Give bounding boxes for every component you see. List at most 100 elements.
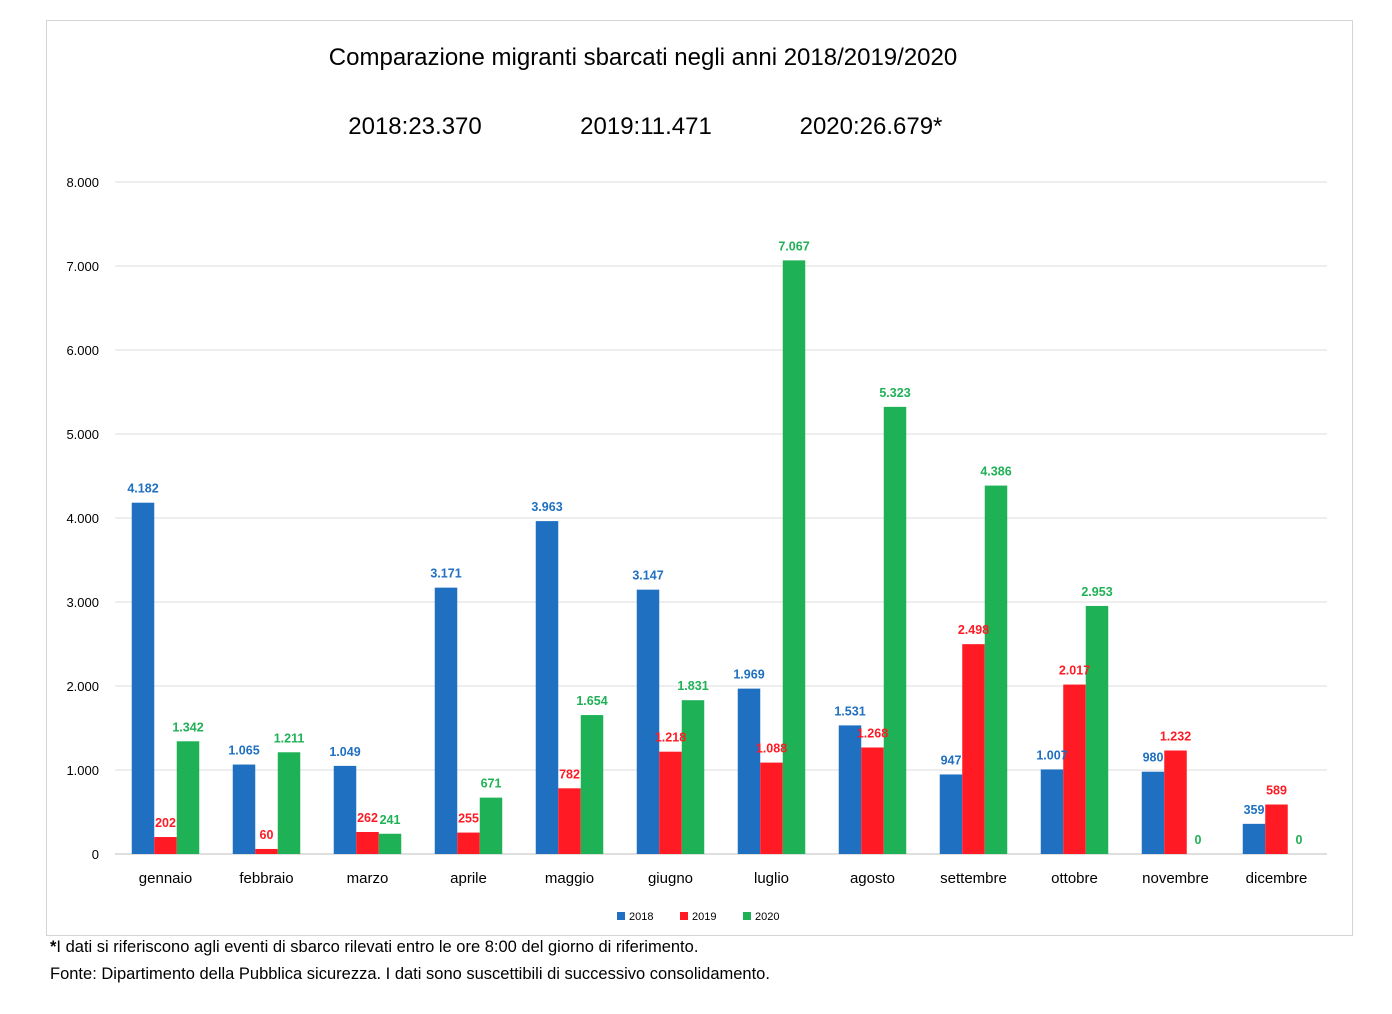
data-label: 2.498	[958, 623, 989, 637]
bar	[1063, 684, 1086, 854]
y-tick-label: 8.000	[66, 175, 99, 190]
data-label: 980	[1143, 751, 1164, 765]
total-2020: 2020:26.679*	[800, 113, 943, 140]
legend-label: 2018	[629, 911, 653, 923]
total-2018: 2018:23.370	[348, 113, 481, 140]
data-label: 1.049	[329, 745, 360, 759]
bar	[760, 762, 783, 854]
footnote-text: I dati si riferiscono agli eventi di sba…	[56, 938, 699, 956]
x-category-label: ottobre	[1051, 870, 1098, 887]
data-label: 589	[1266, 784, 1287, 798]
data-label: 0	[1296, 833, 1303, 847]
data-label: 202	[155, 816, 176, 830]
y-tick-label: 0	[92, 847, 99, 862]
data-label: 7.067	[778, 239, 809, 253]
bar	[277, 752, 301, 854]
bar	[1265, 804, 1288, 854]
y-tick-label: 7.000	[66, 259, 99, 274]
x-axis-categories: gennaio febbraio marzo aprile maggio giugno lu…	[139, 870, 1308, 887]
x-category-label: luglio	[754, 870, 789, 887]
legend-swatch	[743, 912, 751, 920]
data-label: 0	[1195, 833, 1202, 847]
data-label: 1.007	[1036, 748, 1067, 762]
bar	[1164, 750, 1187, 854]
bar	[457, 832, 480, 854]
data-label: 3.171	[430, 567, 461, 581]
data-label: 60	[260, 828, 274, 842]
bar	[737, 688, 761, 854]
x-category-label: marzo	[347, 870, 389, 887]
data-label: 4.182	[127, 482, 158, 496]
data-label: 255	[458, 812, 479, 826]
footnote-note: *I dati si riferiscono agli eventi di sb…	[50, 938, 698, 957]
data-label: 5.323	[879, 386, 910, 400]
data-label: 3.963	[531, 500, 562, 514]
y-tick-label: 3.000	[66, 595, 99, 610]
bar	[131, 502, 155, 854]
bar	[1040, 769, 1064, 854]
bar	[1242, 823, 1266, 854]
bar	[434, 587, 458, 854]
y-tick-label: 1.000	[66, 763, 99, 778]
bar	[558, 788, 581, 854]
data-label: 671	[481, 777, 502, 791]
bar	[535, 521, 559, 854]
x-category-label: maggio	[545, 870, 594, 887]
bar	[176, 741, 200, 854]
data-label: 1.088	[756, 742, 787, 756]
chart-title: Comparazione migranti sbarcati negli ann…	[329, 44, 957, 71]
bar	[939, 774, 963, 854]
data-labels: 4.182 202 1.342 1.065 60 1.211 1.049 262 241 3.17…	[127, 239, 1302, 847]
footnote-source: Fonte: Dipartimento della Pubblica sicur…	[50, 965, 770, 983]
bar	[1085, 605, 1109, 854]
x-category-label: settembre	[940, 870, 1007, 887]
y-axis-ticks: 0 1.000 2.000 3.000 4.000 5.000 6.000 7.000 8.00…	[66, 175, 99, 862]
data-label: 1.531	[834, 704, 865, 718]
legend: 2018 2019 2020	[617, 911, 779, 923]
bar	[1141, 771, 1165, 854]
bar	[636, 589, 660, 854]
bar	[378, 833, 402, 854]
legend-label: 2019	[692, 911, 716, 923]
x-category-label: giugno	[648, 870, 693, 887]
data-label: 3.147	[632, 569, 663, 583]
data-label: 2.953	[1081, 585, 1112, 599]
data-label: 1.211	[274, 731, 305, 745]
x-category-label: dicembre	[1246, 870, 1308, 887]
data-label: 1.831	[677, 679, 708, 693]
bar	[356, 831, 379, 854]
bar	[479, 797, 503, 854]
x-category-label: agosto	[850, 870, 895, 887]
bar	[838, 725, 862, 854]
bar	[984, 485, 1008, 854]
data-label: 1.969	[733, 668, 764, 682]
bar	[883, 406, 907, 854]
y-tick-label: 4.000	[66, 511, 99, 526]
x-category-label: novembre	[1142, 870, 1209, 887]
bar	[580, 715, 604, 854]
bar	[681, 700, 705, 854]
bar	[333, 765, 357, 854]
x-category-label: aprile	[450, 870, 487, 887]
legend-swatch	[680, 912, 688, 920]
data-label: 1.268	[857, 726, 888, 740]
chart-frame: Comparazione migranti sbarcati negli ann…	[46, 20, 1353, 936]
bar	[255, 848, 278, 854]
bar	[659, 751, 682, 854]
total-2019: 2019:11.471	[580, 113, 712, 140]
footnote-star: *	[50, 938, 57, 956]
data-label: 241	[380, 813, 401, 827]
data-label: 2.017	[1059, 664, 1090, 678]
data-label: 1.232	[1160, 730, 1191, 744]
data-label: 359	[1244, 803, 1265, 817]
data-label: 262	[357, 811, 378, 825]
data-label: 4.386	[980, 465, 1011, 479]
bar	[962, 644, 985, 854]
y-tick-label: 2.000	[66, 679, 99, 694]
y-tick-label: 6.000	[66, 343, 99, 358]
x-category-label: febbraio	[239, 870, 293, 887]
legend-label: 2020	[755, 911, 779, 923]
data-label: 782	[559, 767, 580, 781]
bar-chart: Comparazione migranti sbarcati negli ann…	[66, 44, 1327, 923]
bar	[154, 837, 177, 854]
